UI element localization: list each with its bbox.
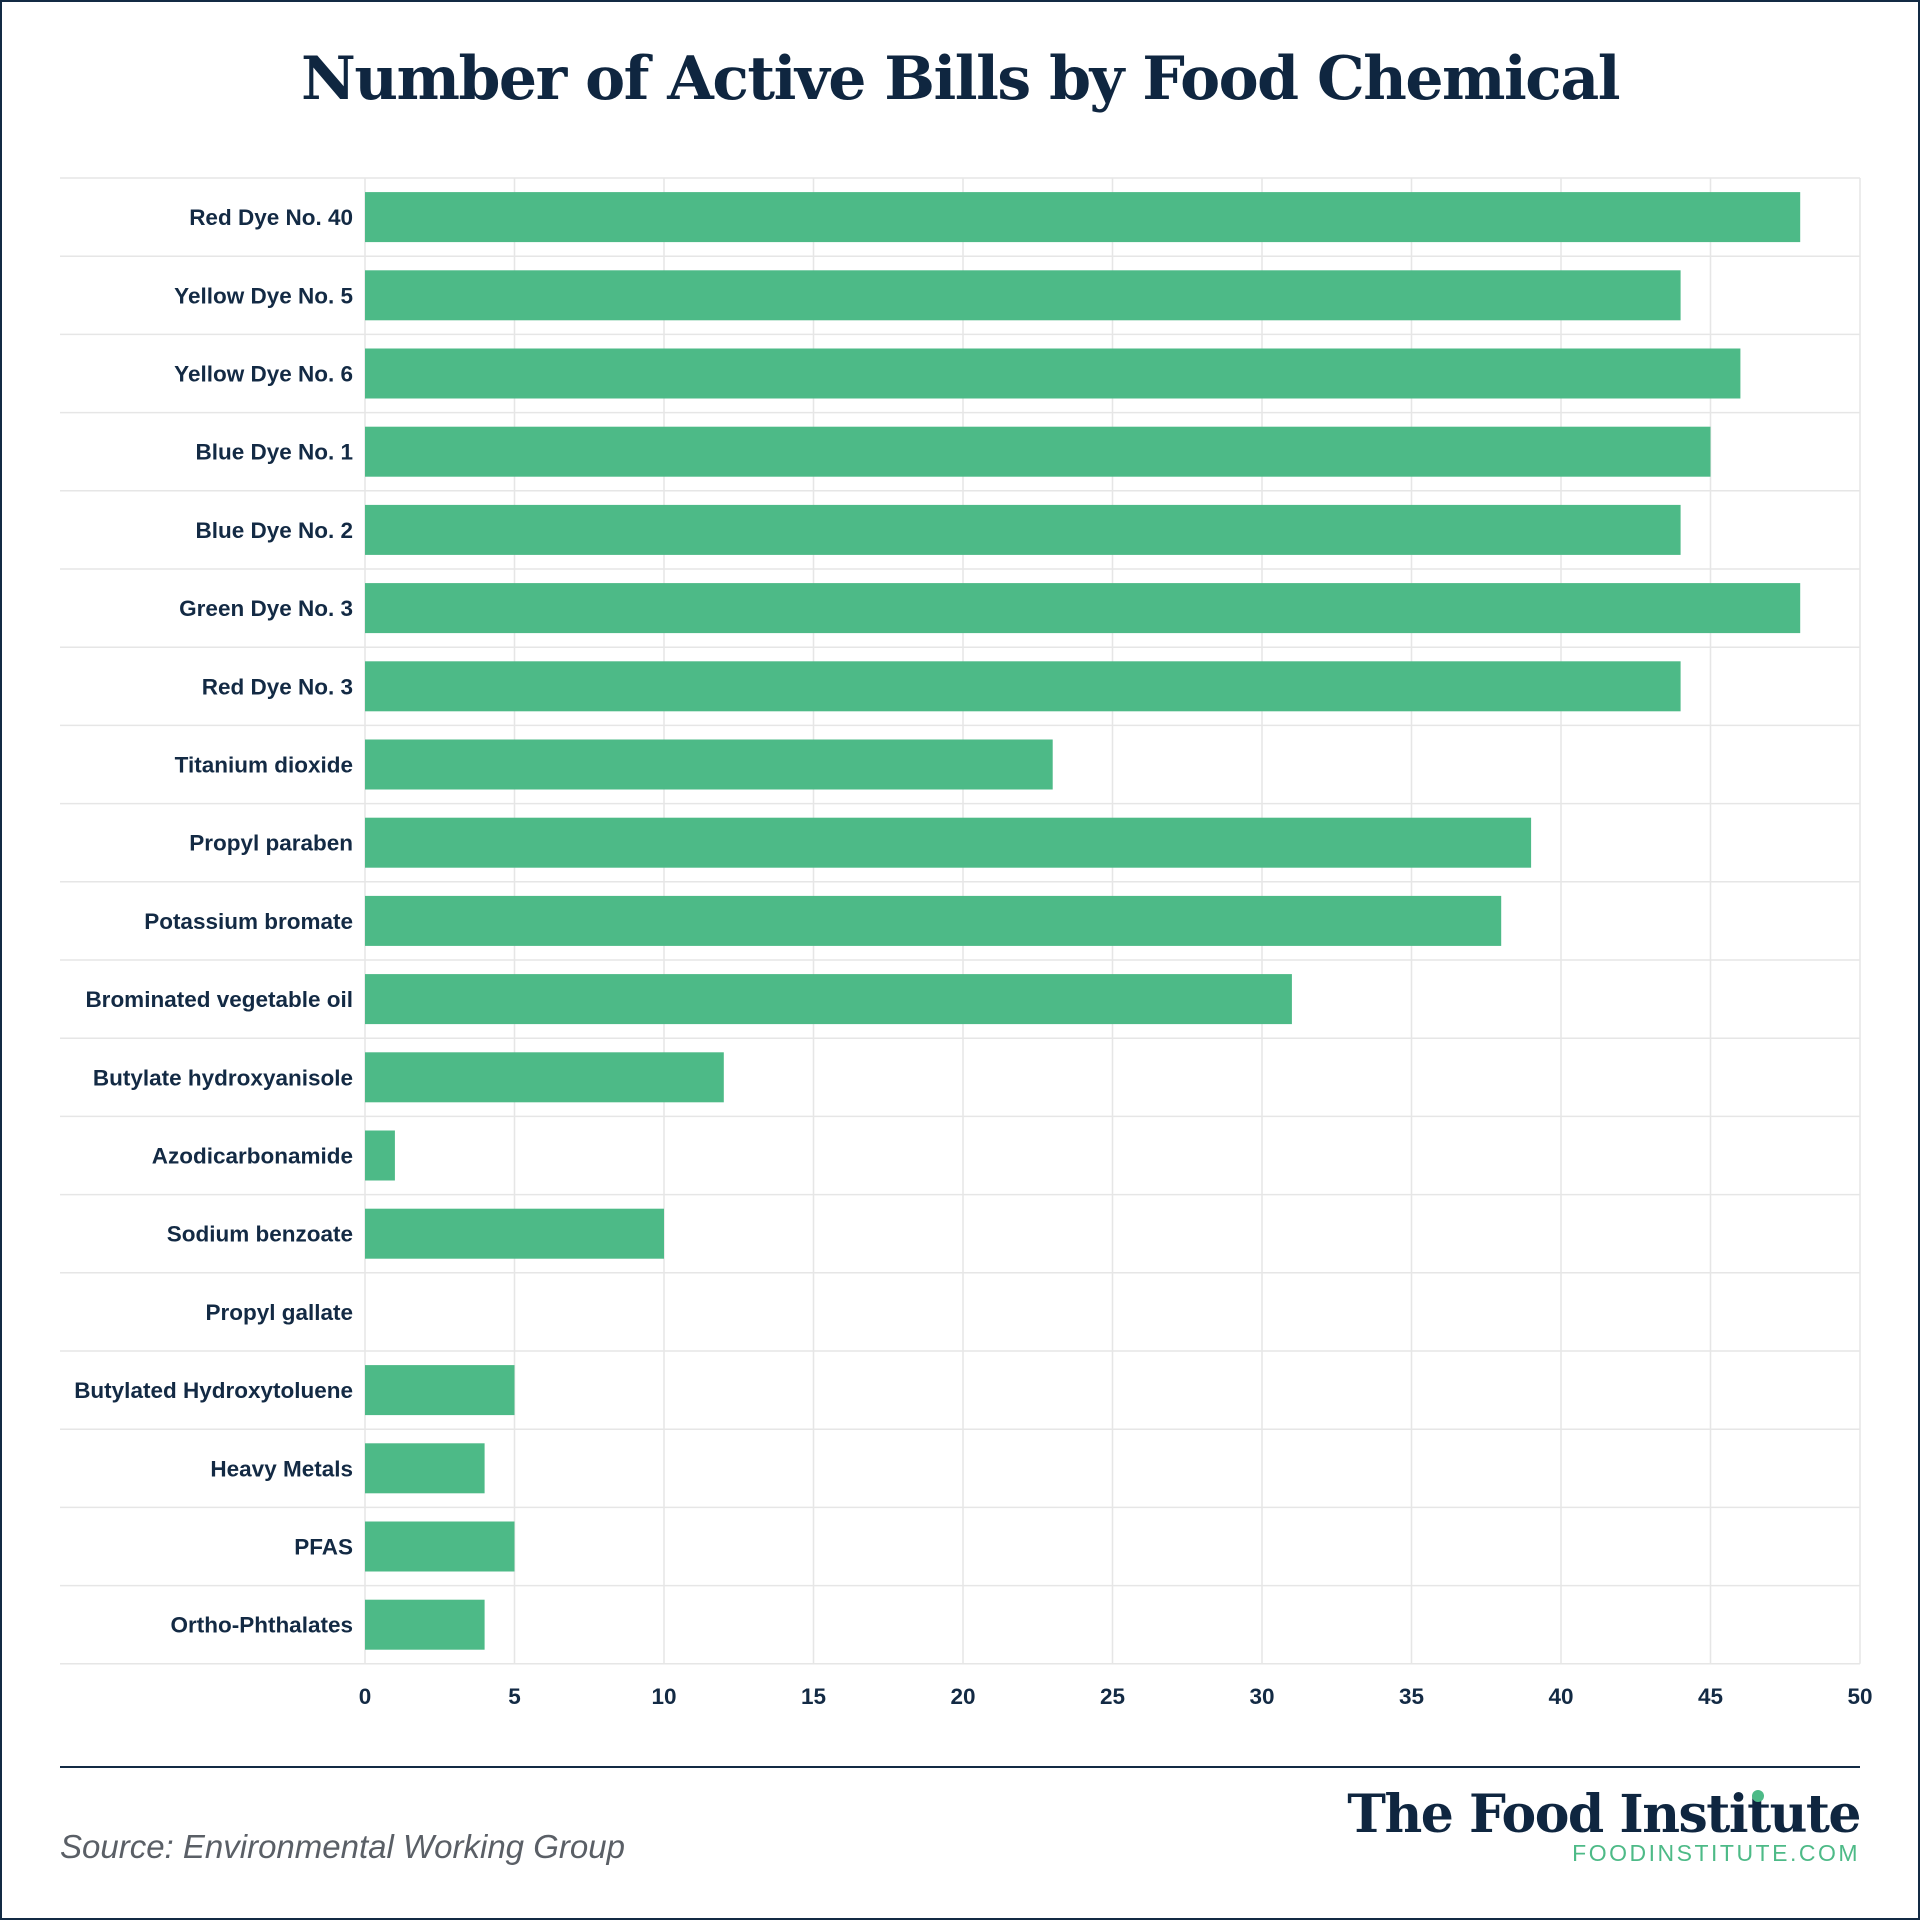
category-label: Blue Dye No. 1 [195,440,353,465]
bar [365,895,1502,946]
bar [365,974,1292,1025]
x-tick-label: 35 [1399,1684,1424,1709]
x-tick-label: 40 [1548,1684,1573,1709]
x-tick-label: 0 [359,1684,372,1709]
bar [365,817,1532,868]
category-label: Propyl paraben [189,831,353,856]
category-label: Green Dye No. 3 [179,596,353,621]
bar [365,1052,724,1103]
bar [365,426,1711,477]
bar [365,504,1681,555]
bar [365,583,1801,634]
source-note: Source: Environmental Working Group [60,1828,625,1865]
x-tick-label: 10 [651,1684,676,1709]
bar [365,270,1681,321]
category-label: Butylate hydroxyanisole [93,1065,353,1090]
category-label: Azodicarbonamide [152,1144,353,1169]
category-label: Brominated vegetable oil [85,987,353,1012]
bar [365,1443,485,1494]
bar [365,1208,664,1259]
category-label: Yellow Dye No. 5 [174,283,353,308]
x-tick-label: 50 [1847,1684,1872,1709]
category-label: Blue Dye No. 2 [195,518,353,543]
category-label: Titanium dioxide [175,753,353,778]
x-tick-label: 20 [950,1684,975,1709]
category-label: Red Dye No. 40 [189,205,353,230]
category-label: PFAS [294,1535,353,1560]
bar [365,661,1681,712]
x-tick-label: 45 [1698,1684,1723,1709]
bar [365,1365,515,1416]
bar [365,348,1741,399]
bar [365,1521,515,1572]
x-tick-label: 5 [508,1684,521,1709]
brand-logo-text: The Food Institute [1347,1784,1861,1845]
category-label: Red Dye No. 3 [202,674,353,699]
chart-title: Number of Active Bills by Food Chemical [300,44,1621,114]
category-label: Butylated Hydroxytoluene [74,1378,353,1403]
category-label: Ortho-Phthalates [170,1613,353,1638]
category-label: Potassium bromate [144,909,353,934]
footer-divider [60,1766,1860,1768]
bar [365,1130,395,1181]
bar [365,739,1053,790]
x-tick-label: 15 [801,1684,826,1709]
x-tick-label: 25 [1100,1684,1125,1709]
category-label: Propyl gallate [205,1300,353,1325]
category-label: Yellow Dye No. 6 [174,362,353,387]
bar [365,1599,485,1650]
category-label: Sodium benzoate [167,1222,353,1247]
brand-logo-dot [1752,1790,1764,1802]
brand-url: FOODINSTITUTE.COM [1572,1840,1860,1866]
bar [365,192,1801,243]
x-tick-label: 30 [1249,1684,1274,1709]
category-label: Heavy Metals [210,1456,353,1481]
